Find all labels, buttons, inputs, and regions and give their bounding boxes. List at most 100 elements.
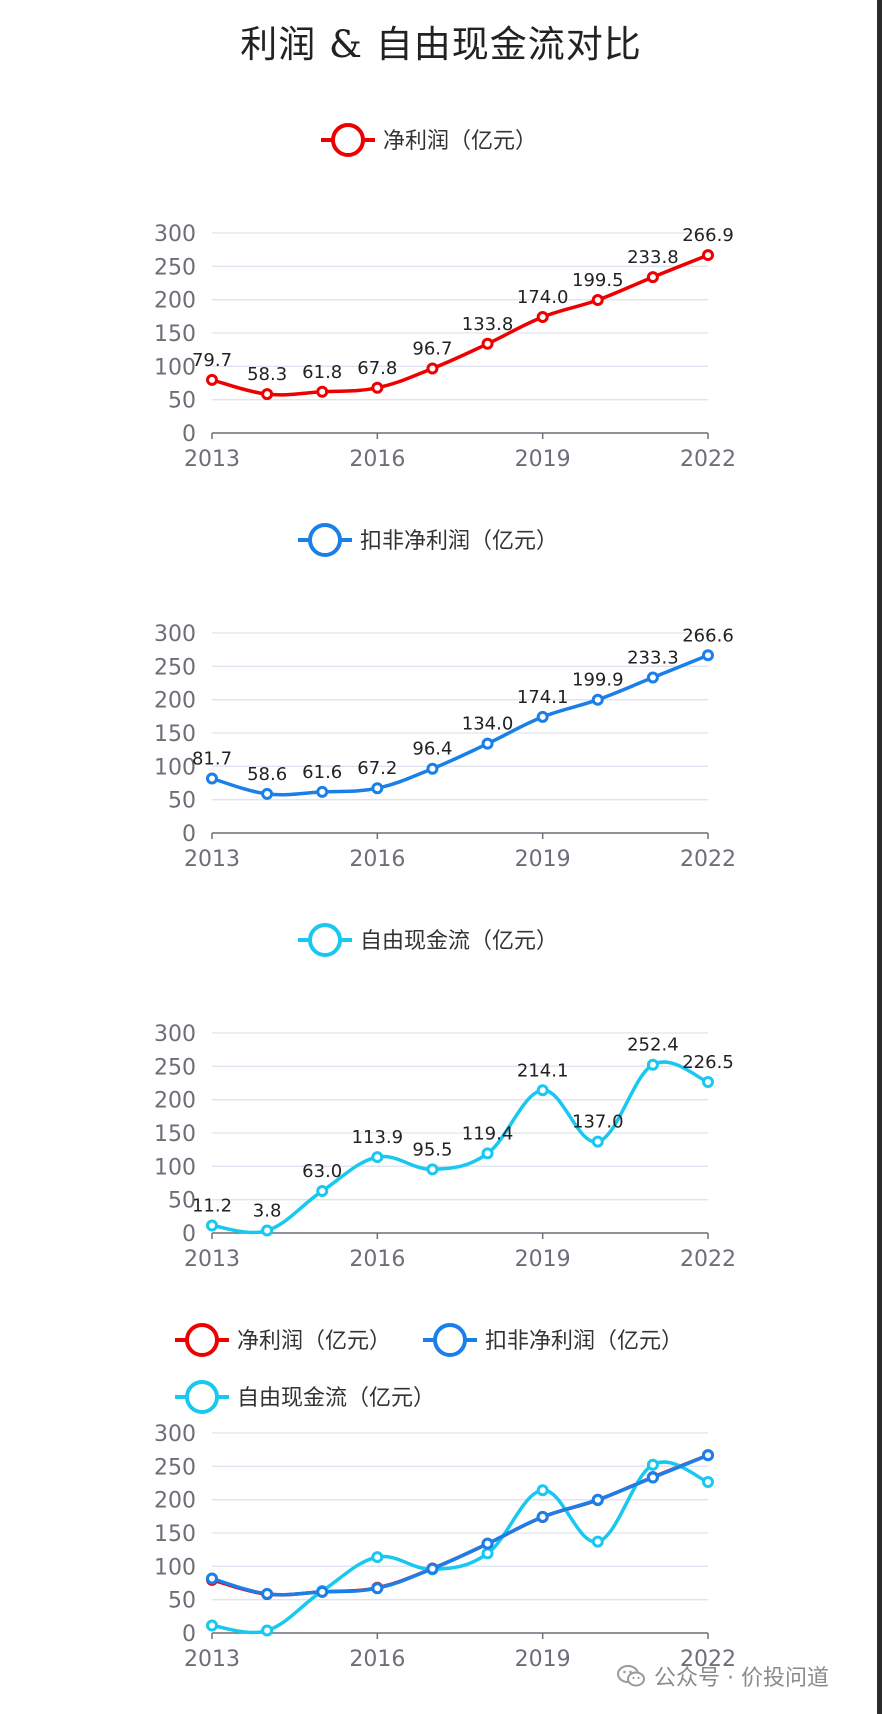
legend-item: 扣非净利润（亿元） bbox=[298, 523, 558, 557]
data-label: 137.0 bbox=[572, 1112, 624, 1133]
legend-item: 自由现金流（亿元） bbox=[175, 1380, 435, 1414]
data-label: 233.3 bbox=[627, 647, 679, 668]
legend-item: 自由现金流（亿元） bbox=[298, 923, 558, 957]
data-label: 266.6 bbox=[682, 625, 734, 646]
data-point bbox=[702, 249, 714, 262]
series-line bbox=[211, 653, 709, 797]
y-tick-label: 100 bbox=[154, 755, 196, 780]
data-label: 199.9 bbox=[572, 670, 624, 691]
data-point bbox=[591, 1493, 604, 1506]
y-tick-label: 250 bbox=[154, 1455, 196, 1480]
y-tick-label: 0 bbox=[182, 1622, 196, 1647]
x-tick-label: 2013 bbox=[184, 1247, 240, 1272]
data-label: 67.2 bbox=[357, 758, 397, 779]
y-tick-label: 50 bbox=[168, 1589, 196, 1614]
data-point bbox=[426, 362, 439, 375]
data-point bbox=[646, 671, 659, 684]
x-tick-label: 2022 bbox=[680, 447, 736, 472]
x-tick-label: 2022 bbox=[680, 1647, 736, 1672]
legend-symbol bbox=[433, 1323, 467, 1357]
data-point bbox=[371, 782, 384, 795]
data-point bbox=[316, 1185, 329, 1197]
legend-symbol bbox=[185, 1380, 219, 1414]
chart-3: 自由现金流（亿元） 0 50 100 150 200 250 300 2013 2016 2019 2… bbox=[154, 923, 736, 1272]
data-point bbox=[206, 1619, 218, 1632]
data-label: 266.9 bbox=[682, 225, 734, 246]
data-point bbox=[591, 294, 604, 306]
legend-label: 扣非净利润（亿元） bbox=[360, 529, 558, 554]
chart-1: 净利润（亿元） 0 50 100 150 200 250 300 2013 2016 2019 202… bbox=[154, 123, 736, 472]
data-point bbox=[536, 1084, 549, 1097]
x-tick-label: 2013 bbox=[184, 447, 240, 472]
x-tick-label: 2016 bbox=[349, 1247, 405, 1272]
data-point bbox=[316, 385, 329, 398]
data-point bbox=[591, 1535, 604, 1548]
y-tick-label: 150 bbox=[154, 322, 196, 347]
data-point bbox=[371, 381, 384, 394]
data-point bbox=[371, 1582, 384, 1595]
wechat-icon bbox=[617, 1665, 645, 1687]
data-label: 79.7 bbox=[192, 350, 232, 371]
data-point bbox=[261, 787, 274, 800]
data-label: 199.5 bbox=[572, 270, 624, 291]
data-point bbox=[261, 388, 274, 401]
data-label: 252.4 bbox=[627, 1035, 679, 1056]
x-tick-label: 2019 bbox=[515, 847, 571, 872]
data-label: 81.7 bbox=[192, 749, 232, 770]
data-point bbox=[536, 311, 549, 323]
data-point bbox=[371, 1151, 384, 1164]
data-point bbox=[316, 785, 329, 798]
chart-4: 净利润（亿元） 扣非净利润（亿元） 自由现金流（亿元） 0 50 100 150 200 250… bbox=[154, 1323, 736, 1672]
x-tick-label: 2022 bbox=[680, 1247, 736, 1272]
data-label: 67.8 bbox=[357, 358, 397, 379]
x-tick-label: 2016 bbox=[349, 447, 405, 472]
data-point bbox=[481, 337, 494, 350]
data-label: 61.6 bbox=[302, 762, 342, 783]
legend-item: 净利润（亿元） bbox=[321, 123, 537, 157]
series-line bbox=[211, 1453, 709, 1597]
y-tick-label: 0 bbox=[182, 822, 196, 847]
data-point bbox=[591, 1135, 604, 1148]
data-point bbox=[481, 1537, 494, 1550]
data-label: 226.5 bbox=[682, 1052, 734, 1073]
y-tick-label: 250 bbox=[154, 1055, 196, 1080]
y-tick-label: 150 bbox=[154, 1522, 196, 1547]
legend-item: 扣非净利润（亿元） bbox=[423, 1323, 683, 1357]
legend-label: 净利润（亿元） bbox=[237, 1329, 391, 1354]
data-point bbox=[702, 649, 714, 662]
data-label: 119.4 bbox=[462, 1123, 514, 1144]
legend-symbol bbox=[308, 923, 342, 957]
data-label: 61.8 bbox=[302, 362, 342, 383]
y-tick-label: 50 bbox=[168, 389, 196, 414]
y-tick-label: 200 bbox=[154, 1489, 196, 1514]
data-point bbox=[481, 737, 494, 750]
y-tick-label: 100 bbox=[154, 1555, 196, 1580]
x-tick-label: 2019 bbox=[515, 1247, 571, 1272]
data-point bbox=[536, 1510, 549, 1523]
series-line bbox=[211, 1460, 709, 1635]
y-tick-label: 150 bbox=[154, 1122, 196, 1147]
data-point bbox=[536, 710, 549, 723]
data-label: 11.2 bbox=[192, 1196, 232, 1217]
x-tick-label: 2016 bbox=[349, 847, 405, 872]
data-point bbox=[536, 1484, 549, 1497]
x-tick-label: 2019 bbox=[515, 1647, 571, 1672]
legend-item: 净利润（亿元） bbox=[175, 1323, 391, 1357]
data-label: 95.5 bbox=[412, 1139, 452, 1160]
data-label: 58.6 bbox=[247, 764, 287, 785]
data-point bbox=[646, 1471, 659, 1484]
data-point bbox=[206, 772, 218, 785]
x-tick-label: 2013 bbox=[184, 1647, 240, 1672]
legend-label: 扣非净利润（亿元） bbox=[485, 1329, 683, 1354]
data-label: 96.4 bbox=[412, 739, 452, 760]
legend-label: 自由现金流（亿元） bbox=[360, 929, 558, 954]
data-point bbox=[426, 762, 439, 775]
x-tick-label: 2022 bbox=[680, 847, 736, 872]
data-label: 134.0 bbox=[462, 714, 514, 735]
y-tick-label: 250 bbox=[154, 655, 196, 680]
data-point bbox=[206, 1219, 218, 1232]
data-point bbox=[646, 1058, 659, 1071]
data-label: 3.8 bbox=[253, 1200, 282, 1221]
legend-symbol bbox=[308, 523, 342, 557]
data-point bbox=[316, 1585, 329, 1598]
